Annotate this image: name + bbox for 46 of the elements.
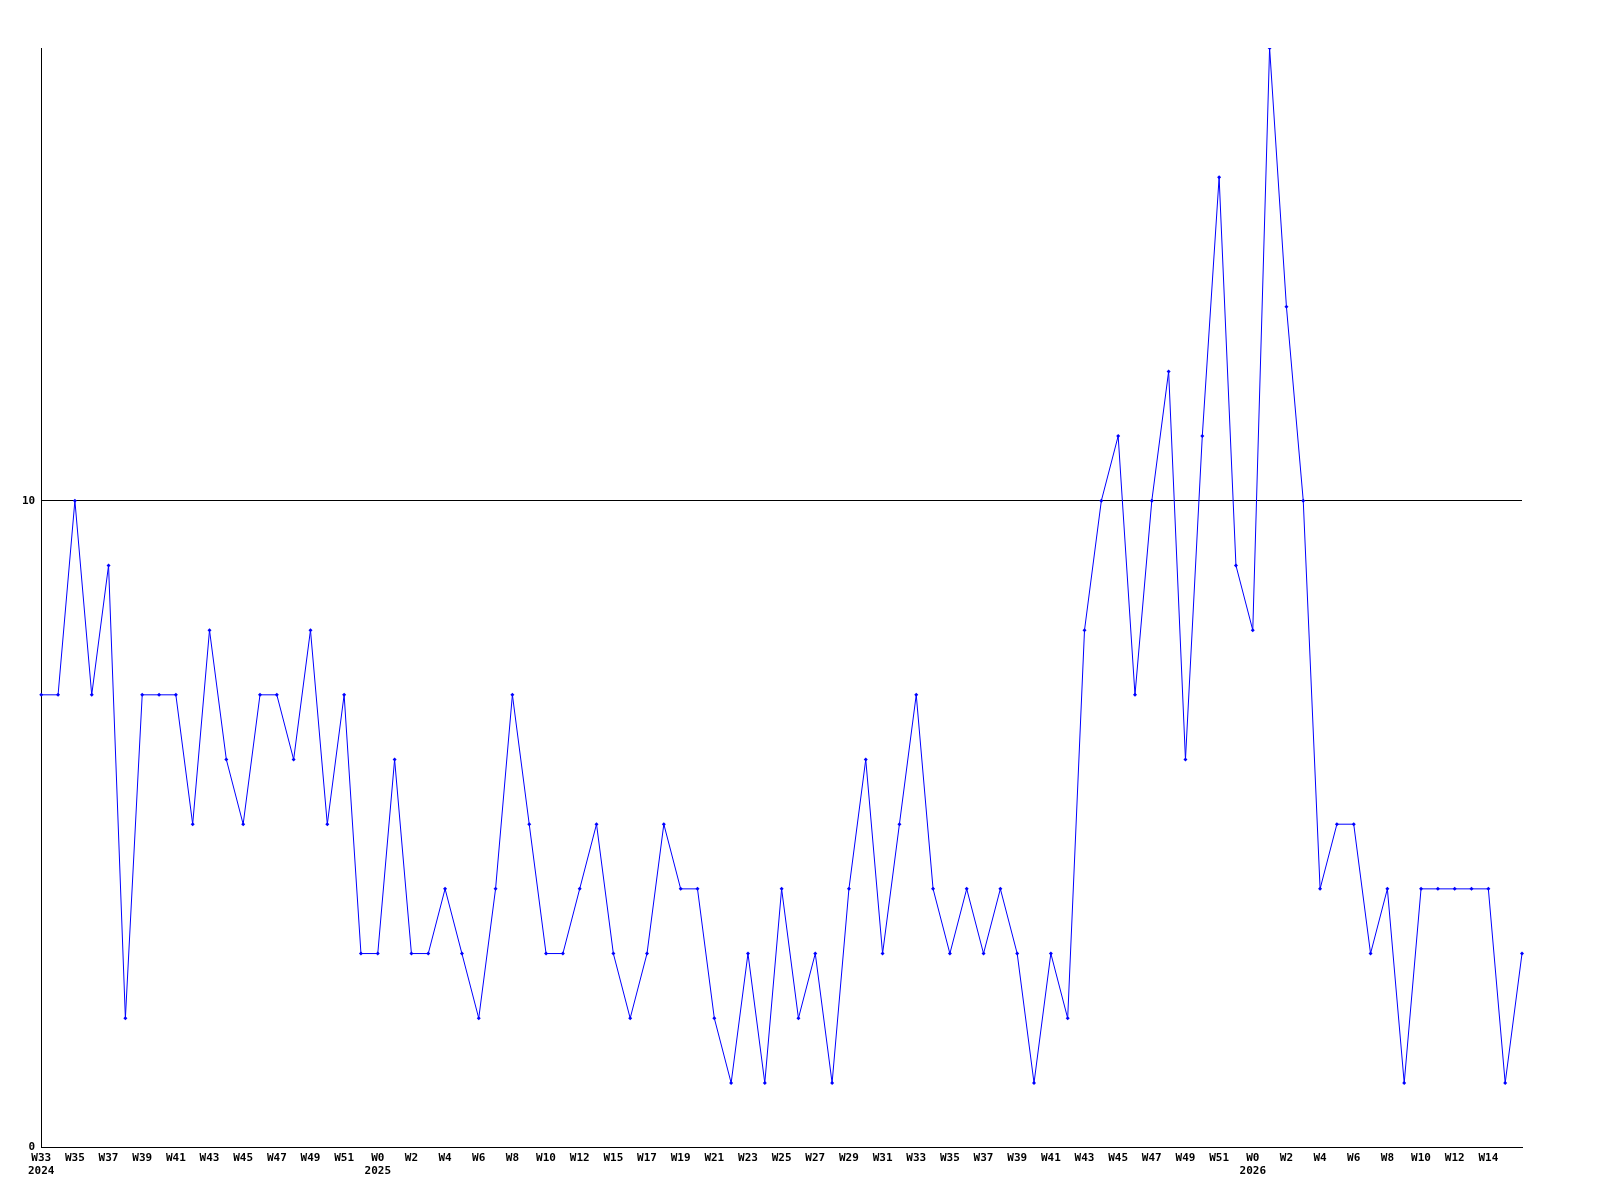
x-tick-label: W49 [1175, 1151, 1196, 1165]
x-tick-label: W10 [536, 1151, 556, 1165]
x-tick-label: W39 [132, 1151, 153, 1165]
y-tick-label: 0 [28, 1140, 36, 1154]
x-tick-label: W33 [906, 1151, 927, 1165]
x-tick-label: W12 [1444, 1151, 1465, 1165]
x-tick-label: W51 [334, 1151, 355, 1165]
x-tick-label: W12 [569, 1151, 590, 1165]
x-tick-label: W8 [505, 1151, 520, 1165]
x-tick-label: W14 [1478, 1151, 1499, 1165]
x-tick-label: W35 [939, 1151, 960, 1165]
x-tick-label: W6 [472, 1151, 486, 1165]
x-tick-label: W21 [704, 1151, 725, 1165]
x-tick-label: W51 [1209, 1151, 1230, 1165]
x-tick-label: W49 [300, 1151, 321, 1165]
x-tick-label: W47 [1141, 1151, 1162, 1165]
x-tick-label: W15 [603, 1151, 624, 1165]
x-tick-label: W41 [165, 1151, 187, 1165]
x-tick-label: W2 [404, 1151, 419, 1165]
x-tick-label: W45 [233, 1151, 254, 1165]
x-tick-label: W37 [973, 1151, 994, 1165]
x-tick-label: W6 [1347, 1151, 1361, 1165]
x-tick-label: W33 2024 [28, 1151, 55, 1178]
x-tick-label: W43 [199, 1151, 220, 1165]
x-tick-label: W25 [771, 1151, 792, 1165]
x-tick-label: W41 [1040, 1151, 1062, 1165]
x-tick-label: W31 [872, 1151, 893, 1165]
x-tick-label: W10 [1411, 1151, 1431, 1165]
x-tick-label: W23 [738, 1151, 758, 1165]
x-tick-label: W19 [670, 1151, 691, 1165]
x-tick-label: W45 [1108, 1151, 1129, 1165]
x-tick-label: W35 [64, 1151, 85, 1165]
x-tick-label: W37 [98, 1151, 119, 1165]
x-tick-label: W39 [1007, 1151, 1028, 1165]
x-tick-label: W2 [1279, 1151, 1294, 1165]
x-tick-label: W17 [637, 1151, 657, 1165]
x-tick-label: W27 [805, 1151, 826, 1165]
x-tick-label: W43 [1074, 1151, 1095, 1165]
x-tick-label: W0 2026 [1239, 1151, 1267, 1178]
x-tick-label: W4 [438, 1151, 453, 1165]
y-tick-label: 10 [22, 493, 36, 507]
x-tick-label: W29 [838, 1151, 859, 1165]
x-tick-label: W8 [1380, 1151, 1395, 1165]
x-tick-label: W4 [1313, 1151, 1328, 1165]
x-tick-label: W47 [266, 1151, 287, 1165]
x-tick-label: W0 2025 [364, 1151, 392, 1178]
